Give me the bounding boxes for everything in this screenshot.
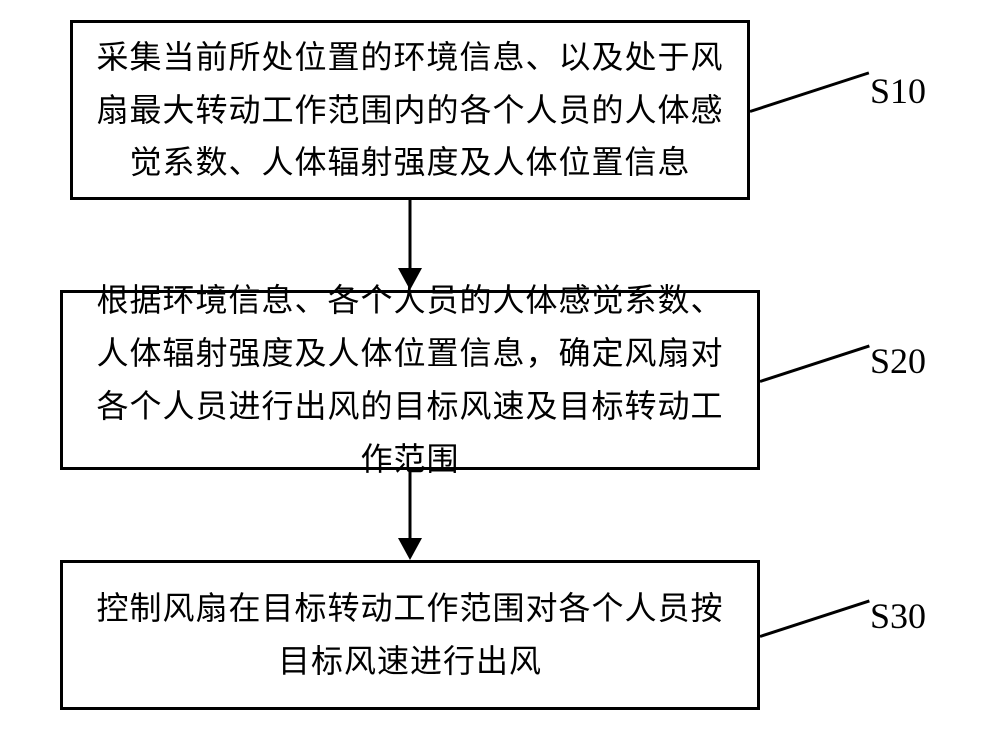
label-s10: S10 xyxy=(870,70,926,112)
step-box-s10: 采集当前所处位置的环境信息、以及处于风扇最大转动工作范围内的各个人员的人体感觉系… xyxy=(70,20,750,200)
connector-s10 xyxy=(750,71,870,112)
flowchart-canvas: 采集当前所处位置的环境信息、以及处于风扇最大转动工作范围内的各个人员的人体感觉系… xyxy=(0,0,1000,746)
step-box-s30: 控制风扇在目标转动工作范围对各个人员按目标风速进行出风 xyxy=(60,560,760,710)
step-text-s20: 根据环境信息、各个人员的人体感觉系数、人体辐射强度及人体位置信息，确定风扇对各个… xyxy=(83,274,737,485)
step-text-s30: 控制风扇在目标转动工作范围对各个人员按目标风速进行出风 xyxy=(83,582,737,688)
arrow-2-head xyxy=(398,538,422,560)
label-s30: S30 xyxy=(870,595,926,637)
step-text-s10: 采集当前所处位置的环境信息、以及处于风扇最大转动工作范围内的各个人员的人体感觉系… xyxy=(93,31,727,189)
connector-s20 xyxy=(760,345,870,383)
step-box-s20: 根据环境信息、各个人员的人体感觉系数、人体辐射强度及人体位置信息，确定风扇对各个… xyxy=(60,290,760,470)
arrow-1-line xyxy=(409,200,412,268)
connector-s30 xyxy=(760,600,870,638)
arrow-2-line xyxy=(409,470,412,538)
label-s20: S20 xyxy=(870,340,926,382)
